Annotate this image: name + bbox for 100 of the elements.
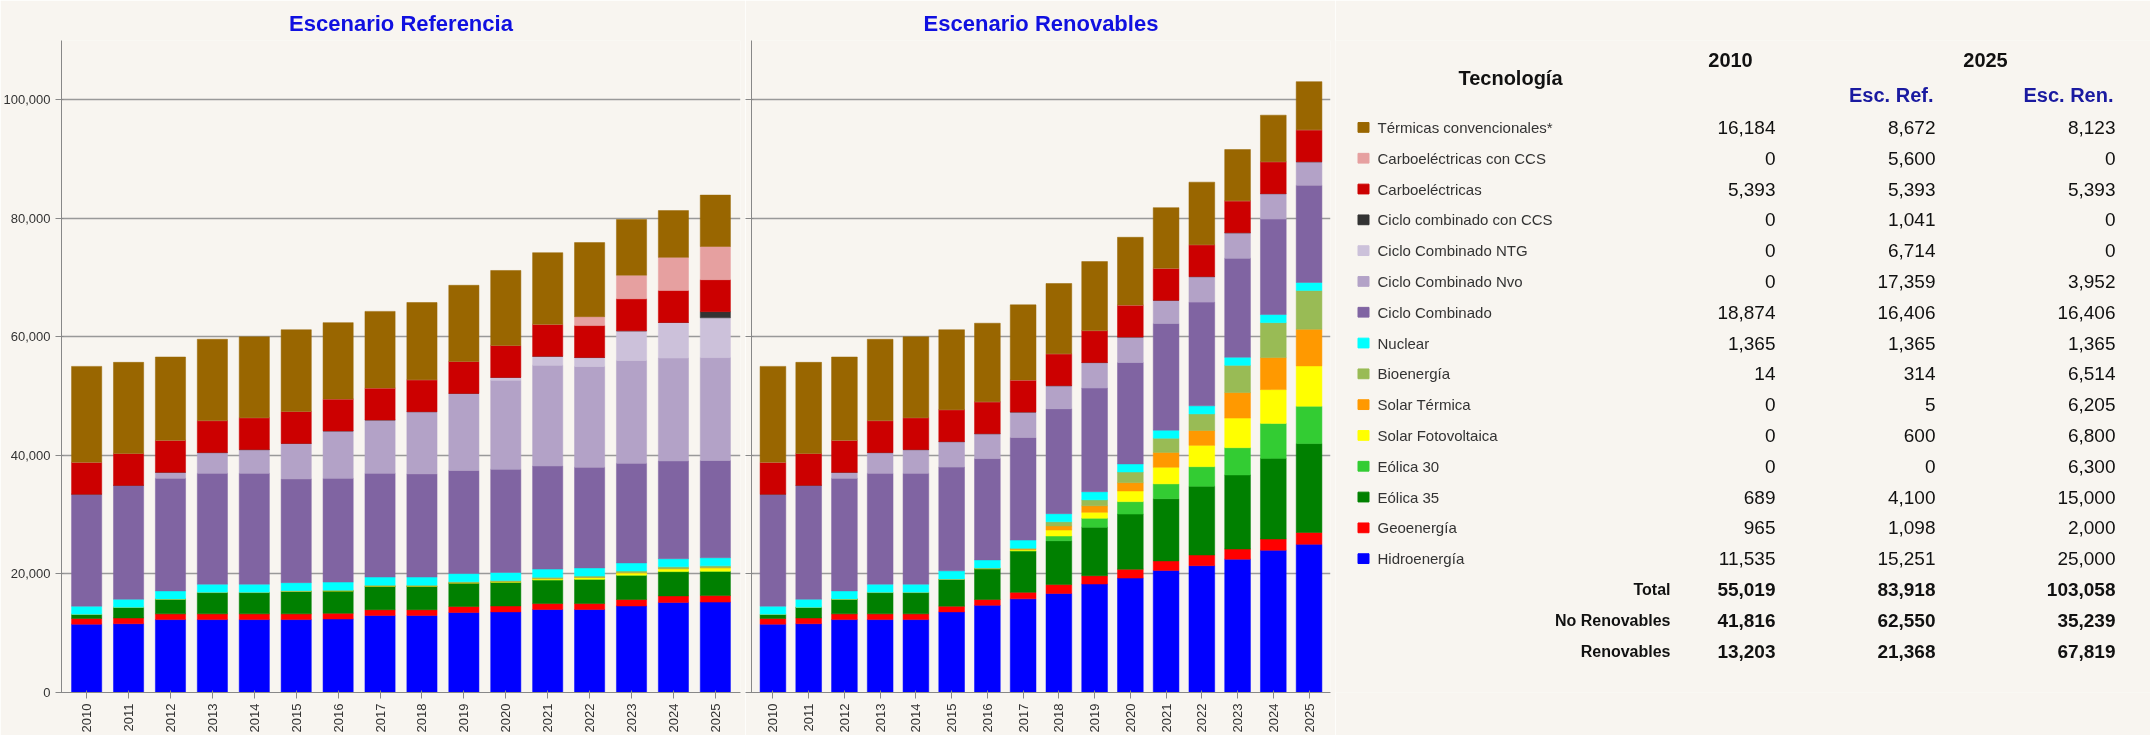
data-label: 6,714 — [1887, 240, 1936, 262]
y-tick-label: 100,000 — [3, 92, 51, 108]
category-label: Bioenergía — [1377, 365, 1451, 383]
y-tick-label: 40,000 — [10, 447, 51, 463]
text: Esc. Ref. — [1849, 84, 1934, 107]
x-tick-label: 2023 — [624, 703, 640, 733]
data-label: 25,000 — [2057, 548, 2116, 570]
x-tick-label: 2018 — [1051, 703, 1067, 733]
data-label: 8,123 — [2067, 116, 2116, 138]
x-tick-label: 2015 — [944, 703, 960, 733]
data-label: 0 — [1764, 455, 1776, 477]
data-label: 6,205 — [2067, 394, 2116, 416]
data-label: 2,000 — [2067, 517, 2116, 539]
data-label: 5,393 — [1727, 178, 1776, 200]
data-label: 0 — [2104, 240, 2116, 262]
x-tick-label: 2024 — [665, 703, 681, 733]
x-tick-label: 2010 — [79, 703, 95, 733]
y-tick-label: 0 — [43, 685, 51, 700]
category-label: Térmicas convencionales* — [1377, 118, 1553, 136]
x-tick-label: 2011 — [121, 703, 137, 732]
data-label: 1,365 — [1887, 332, 1936, 354]
data-label: 41,816 — [1717, 609, 1776, 631]
data-label: 11,535 — [1718, 548, 1776, 570]
data-label: 18,874 — [1717, 301, 1776, 323]
data-label: 689 — [1743, 486, 1776, 508]
data-label: 3,952 — [2067, 270, 2116, 292]
x-tick-label: 2012 — [162, 703, 178, 733]
data-label: 1,365 — [1727, 332, 1776, 354]
data-label: 6,300 — [2067, 455, 2116, 477]
data-label: 6,514 — [2067, 363, 2116, 385]
data-label: 4,100 — [1887, 486, 1936, 508]
x-tick-label: 2011 — [801, 703, 817, 732]
x-tick-label: 2010 — [765, 703, 781, 733]
x-tick-label: 2014 — [908, 703, 924, 733]
category-label: Eólica 30 — [1377, 457, 1440, 475]
data-label: 62,550 — [1877, 609, 1936, 631]
category-label: Solar Fotovoltaica — [1377, 426, 1499, 444]
category-label: Nuclear — [1377, 334, 1430, 352]
x-tick-label: 2017 — [372, 703, 388, 733]
data-label: 17,359 — [1877, 270, 1936, 292]
category-label: No Renovables — [1554, 611, 1671, 629]
category-label: Geoenergía — [1377, 519, 1458, 537]
chart-title: Escenario Renovables — [923, 10, 1159, 36]
data-label: 8,672 — [1887, 116, 1936, 138]
category-label: Total — [1633, 580, 1671, 598]
data-label: 5,393 — [2067, 178, 2116, 200]
x-tick-label: 2025 — [707, 703, 723, 733]
data-label: 0 — [1924, 455, 1936, 477]
data-label: 15,000 — [2057, 486, 2116, 508]
x-tick-label: 2019 — [456, 703, 472, 733]
y-tick-label: 80,000 — [10, 210, 51, 226]
data-label: 14 — [1754, 363, 1776, 385]
data-label: 0 — [1764, 147, 1776, 169]
data-label: 1,098 — [1887, 517, 1936, 539]
x-tick-label: 2021 — [1158, 703, 1174, 733]
x-tick-label: 2018 — [414, 703, 430, 733]
y-tick-label: 20,000 — [10, 566, 51, 582]
x-tick-label: 2024 — [1265, 703, 1281, 733]
x-tick-label: 2017 — [1015, 703, 1031, 733]
data-label: 55,019 — [1717, 578, 1776, 600]
data-label: 5 — [1924, 394, 1936, 416]
y-tick-label: 60,000 — [10, 329, 51, 345]
category-label: Renovables — [1580, 642, 1671, 660]
x-tick-label: 2015 — [288, 703, 304, 733]
data-label: 600 — [1903, 424, 1936, 446]
category-label: Ciclo Combinado NTG — [1377, 242, 1528, 260]
x-tick-label: 2019 — [1087, 703, 1103, 733]
x-tick-label: 2020 — [498, 703, 514, 733]
data-label: 965 — [1743, 517, 1776, 539]
category-label: Eólica 35 — [1377, 488, 1440, 506]
x-tick-label: 2022 — [582, 703, 598, 733]
x-tick-label: 2013 — [204, 703, 220, 733]
data-label: 67,819 — [2057, 640, 2116, 662]
category-label: Hidroenergía — [1377, 550, 1465, 568]
x-tick-label: 2023 — [1230, 703, 1246, 733]
x-tick-label: 2012 — [836, 703, 852, 733]
data-label: 0 — [1764, 394, 1776, 416]
data-label: 6,800 — [2067, 424, 2116, 446]
data-label: 0 — [1764, 240, 1776, 262]
x-tick-label: 2014 — [246, 703, 262, 733]
category-label: Ciclo combinado con CCS — [1377, 211, 1553, 229]
data-label: 5,600 — [1887, 147, 1936, 169]
x-tick-label: 2013 — [872, 703, 888, 733]
text: Tecnología — [1458, 66, 1564, 89]
data-label: 35,239 — [2057, 609, 2116, 631]
data-label: 0 — [2104, 209, 2116, 231]
text: 2025 — [1963, 49, 2008, 72]
data-label: 314 — [1903, 363, 1936, 385]
data-label: 5,393 — [1887, 178, 1936, 200]
category-label: Solar Térmica — [1377, 396, 1472, 414]
data-label: 16,184 — [1717, 116, 1776, 138]
category-label: Ciclo Combinado — [1377, 303, 1492, 321]
series-label: 2010 — [1708, 49, 1753, 72]
data-label: 1,041 — [1887, 209, 1936, 231]
data-label: 16,406 — [2057, 301, 2116, 323]
data-label: 0 — [1764, 270, 1776, 292]
data-label: 103,058 — [2046, 578, 2116, 600]
category-label: Ciclo Combinado Nvo — [1377, 272, 1523, 290]
x-tick-label: 2016 — [979, 703, 995, 733]
x-tick-label: 2016 — [330, 703, 346, 733]
